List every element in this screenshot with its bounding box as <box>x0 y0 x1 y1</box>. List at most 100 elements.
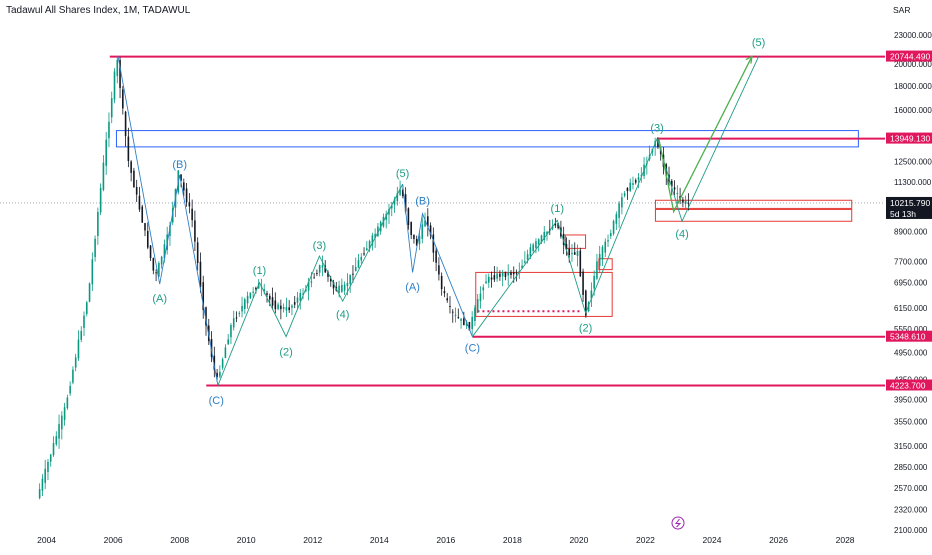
candle-body <box>338 285 340 293</box>
candle-body <box>119 60 121 88</box>
candle-body <box>429 225 432 236</box>
wave-label-layer: (B) (A) (C) (1) (2) (3) (4) (5) (A) (B) (C) (1) (2) (… <box>152 37 765 407</box>
candle-body <box>637 177 640 180</box>
candle-body <box>449 305 451 308</box>
candle-body <box>421 224 424 239</box>
y-tick-label: 2850.000 <box>894 463 928 472</box>
candle-body <box>238 312 241 314</box>
zone-box <box>598 258 613 271</box>
price-tag-last-bg <box>886 196 932 219</box>
x-tick-label: 2016 <box>436 535 455 545</box>
y-tick-label: 7700.000 <box>894 257 928 266</box>
candle-body <box>562 233 565 245</box>
x-tick-label: 2028 <box>836 535 855 545</box>
candle-body <box>546 231 548 235</box>
candle-body <box>127 136 130 161</box>
y-tick-label: 23000.000 <box>894 31 932 40</box>
candle-body <box>393 199 396 205</box>
lightning-icon[interactable] <box>671 516 685 530</box>
candle-body <box>302 293 304 295</box>
candle-body <box>402 189 404 196</box>
candle-body <box>169 225 171 237</box>
candle-body <box>144 223 146 231</box>
candle-body <box>205 307 207 326</box>
y-tick-label: 16000.000 <box>894 106 932 115</box>
candle-body <box>590 290 593 299</box>
candle-body <box>632 183 634 185</box>
candle-body <box>465 322 468 326</box>
candle-body <box>274 300 277 310</box>
candle-body <box>454 314 457 316</box>
projection-arrow-line <box>658 56 753 214</box>
candle-body <box>316 272 318 274</box>
candle-body <box>360 256 363 261</box>
candle-body <box>138 195 141 210</box>
candle-body <box>55 436 58 445</box>
candle-body <box>213 355 216 370</box>
candle-body <box>288 307 290 311</box>
candle-body <box>249 292 252 299</box>
lightning-icon-circle <box>671 516 685 530</box>
candle-body <box>230 325 232 338</box>
zone-box <box>475 271 613 317</box>
candle-body <box>565 244 568 250</box>
x-tick-label: 2018 <box>503 535 522 545</box>
candle-body <box>191 208 193 221</box>
candle-body <box>446 298 449 301</box>
candle-body <box>601 247 604 260</box>
candle-body <box>432 234 435 253</box>
chart-title: Tadawul All Shares Index, 1M, TADAWUL <box>6 5 191 16</box>
candle-body <box>557 223 559 229</box>
price-tag-last: 10215.790 <box>890 198 930 208</box>
candle-body <box>404 194 407 212</box>
x-tick-label: 2020 <box>569 535 588 545</box>
candle-body <box>196 242 199 264</box>
candle-body <box>108 121 110 139</box>
candle-body <box>501 273 504 277</box>
candle-body <box>310 281 313 283</box>
candle-body <box>438 265 440 275</box>
wave-line-layer <box>117 55 760 386</box>
candle-body <box>524 261 526 263</box>
candle-body <box>94 238 96 258</box>
candle-body <box>327 271 329 277</box>
candle-body <box>266 293 268 295</box>
candle-body <box>427 216 429 227</box>
candle-body <box>609 233 612 237</box>
y-tick-label: 2100.000 <box>894 526 928 535</box>
wave-label: (A) <box>152 293 167 305</box>
time-axis: 2004 2006 2008 2010 2012 2014 2016 2018 2020 2022… <box>37 535 855 545</box>
currency-label: SAR <box>893 5 911 15</box>
candle-body <box>152 258 155 271</box>
candle-body <box>135 187 138 195</box>
candle-body <box>615 214 618 224</box>
candle-body <box>158 262 160 277</box>
candle-body <box>110 98 113 118</box>
candle-body <box>526 254 529 260</box>
wave-label: (1) <box>551 203 564 215</box>
candle-body <box>49 454 52 462</box>
candle-body <box>285 307 288 311</box>
y-tick-label: 4950.000 <box>894 349 928 358</box>
candle-body <box>299 292 302 301</box>
candle-body <box>354 266 357 272</box>
y-tick-label: 6150.000 <box>894 304 928 313</box>
candle-body <box>202 282 205 310</box>
candle-body <box>366 248 368 251</box>
candle-body <box>321 265 324 268</box>
candle-body <box>313 277 315 279</box>
candle-body <box>504 271 507 277</box>
candle-body <box>568 248 571 256</box>
wave-label: (4) <box>675 228 688 240</box>
candle-body <box>343 284 346 291</box>
candle-body <box>479 293 482 302</box>
candle-body <box>399 189 401 195</box>
candle-body <box>499 273 501 277</box>
candle-body <box>80 330 83 340</box>
zone-box <box>565 234 587 249</box>
candle-body <box>621 197 623 208</box>
candle-body <box>149 245 152 259</box>
